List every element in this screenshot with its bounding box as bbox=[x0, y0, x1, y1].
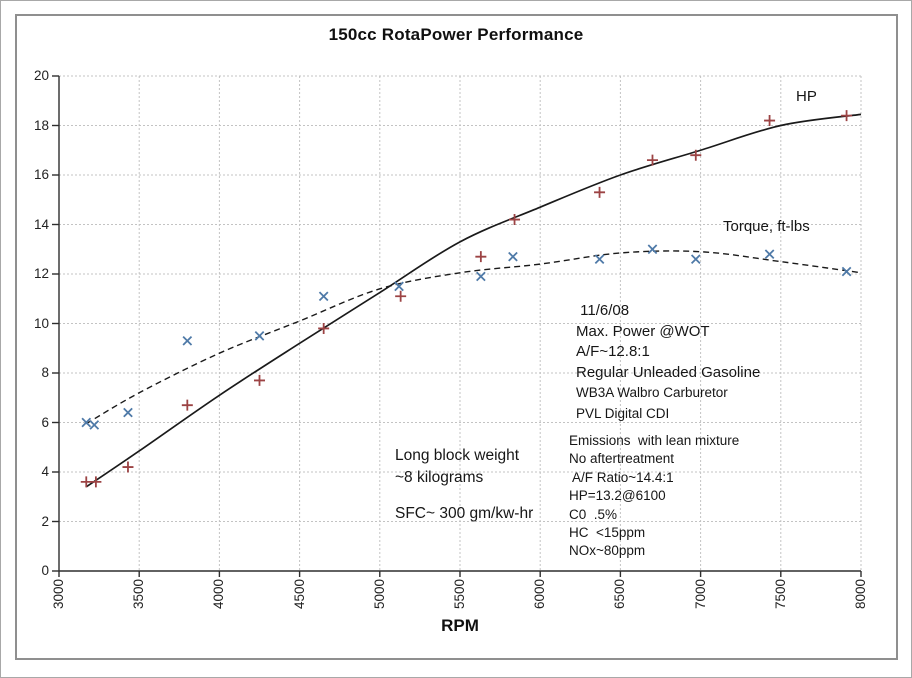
annotation-line: Max. Power @WOT bbox=[576, 322, 710, 340]
hp-data-point bbox=[594, 186, 606, 198]
y-tick-label: 14 bbox=[33, 216, 49, 232]
annotation-line: A/F Ratio~14.4:1 bbox=[569, 469, 674, 485]
torque-data-point bbox=[690, 254, 701, 264]
annotation-test-specs: 11/6/08 Max. Power @WOT A/F~12.8:1 Regular … bbox=[576, 301, 760, 424]
hp-data-point bbox=[90, 476, 102, 488]
hp-data-point bbox=[841, 110, 853, 122]
annotation-line: Emissions with lean mixture bbox=[569, 433, 740, 448]
annotation-line: ~8 kilograms bbox=[395, 469, 484, 486]
annotation-line: Regular Unleaded Gasoline bbox=[576, 363, 761, 381]
hp-series-label: HP bbox=[796, 88, 817, 105]
annotation-line: HP=13.2@6100 bbox=[569, 488, 666, 504]
hp-data-point bbox=[395, 290, 407, 302]
y-tick-label: 16 bbox=[33, 167, 49, 182]
x-tick-label: 7000 bbox=[692, 579, 708, 610]
annotation-line: NOx~80ppm bbox=[569, 543, 646, 559]
annotation-line: C0 .5% bbox=[569, 506, 618, 522]
annotation-line: No aftertreatment bbox=[569, 451, 675, 467]
y-tick-label: 20 bbox=[33, 68, 49, 83]
chart-title: 150cc RotaPower Performance bbox=[328, 25, 584, 44]
torque-data-point bbox=[594, 254, 605, 264]
hp-data-point bbox=[80, 476, 92, 488]
torque-data-point bbox=[81, 417, 92, 428]
x-tick-label: 3500 bbox=[131, 579, 147, 610]
y-tick-label: 12 bbox=[33, 266, 49, 281]
hp-data-point bbox=[646, 154, 658, 166]
torque-data-point bbox=[841, 266, 852, 277]
x-tick-label: 7500 bbox=[772, 579, 788, 610]
annotation-block-weight: Long block weight ~8 kilograms bbox=[395, 445, 519, 489]
torque-data-point bbox=[123, 407, 133, 418]
hp-data-point bbox=[509, 214, 521, 226]
annotation-line: HC <15ppm bbox=[569, 525, 646, 541]
torque-data-point bbox=[764, 249, 775, 260]
torque-data-point bbox=[476, 271, 486, 282]
y-tick-label: 6 bbox=[41, 414, 49, 430]
chart-area-border bbox=[15, 14, 898, 660]
hp-data-point bbox=[475, 251, 487, 263]
torque-series-label: Torque, ft-lbs bbox=[723, 218, 810, 235]
annotation-line: WB3A Walbro Carburetor bbox=[576, 385, 728, 400]
hp-data-point bbox=[690, 149, 702, 161]
y-tick-label: 18 bbox=[33, 117, 49, 133]
torque-data-point bbox=[254, 331, 265, 341]
torque-data-point bbox=[318, 291, 329, 302]
hp-trend-line bbox=[85, 113, 862, 488]
hp-data-point bbox=[764, 115, 776, 127]
hp-data-point bbox=[181, 399, 193, 411]
annotation-line: 11/6/08 bbox=[576, 302, 630, 319]
annotation-line: PVL Digital CDI bbox=[576, 405, 670, 421]
x-tick-label: 6500 bbox=[612, 579, 628, 610]
torque-trend-line bbox=[85, 250, 862, 425]
y-tick-label: 2 bbox=[41, 513, 49, 529]
y-tick-label: 4 bbox=[41, 464, 49, 479]
hp-data-point bbox=[318, 322, 330, 334]
torque-data-point bbox=[182, 335, 193, 346]
torque-data-point bbox=[647, 244, 658, 255]
x-tick-label: 8000 bbox=[853, 579, 868, 610]
x-axis-title: RPM bbox=[441, 616, 479, 635]
y-tick-label: 0 bbox=[41, 563, 49, 578]
annotation-emissions: Emissions with lean mixture No aftertreat… bbox=[569, 432, 739, 561]
x-tick-label: 3000 bbox=[51, 579, 66, 610]
annotation-line: A/F~12.8:1 bbox=[576, 343, 650, 360]
hp-data-point bbox=[254, 374, 265, 386]
y-tick-label: 10 bbox=[33, 315, 49, 331]
x-tick-label: 4500 bbox=[291, 579, 307, 610]
y-tick-label: 8 bbox=[41, 365, 49, 380]
torque-data-point bbox=[394, 281, 404, 292]
x-tick-label: 4000 bbox=[211, 579, 227, 610]
torque-data-point bbox=[508, 251, 518, 262]
hp-data-point bbox=[122, 461, 134, 473]
annotation-line: SFC~ 300 gm/kw-hr bbox=[395, 505, 534, 522]
annotation-line: Long block weight bbox=[395, 447, 520, 464]
torque-data-point bbox=[89, 420, 100, 430]
annotation-sfc: SFC~ 300 gm/kw-hr bbox=[395, 505, 533, 523]
